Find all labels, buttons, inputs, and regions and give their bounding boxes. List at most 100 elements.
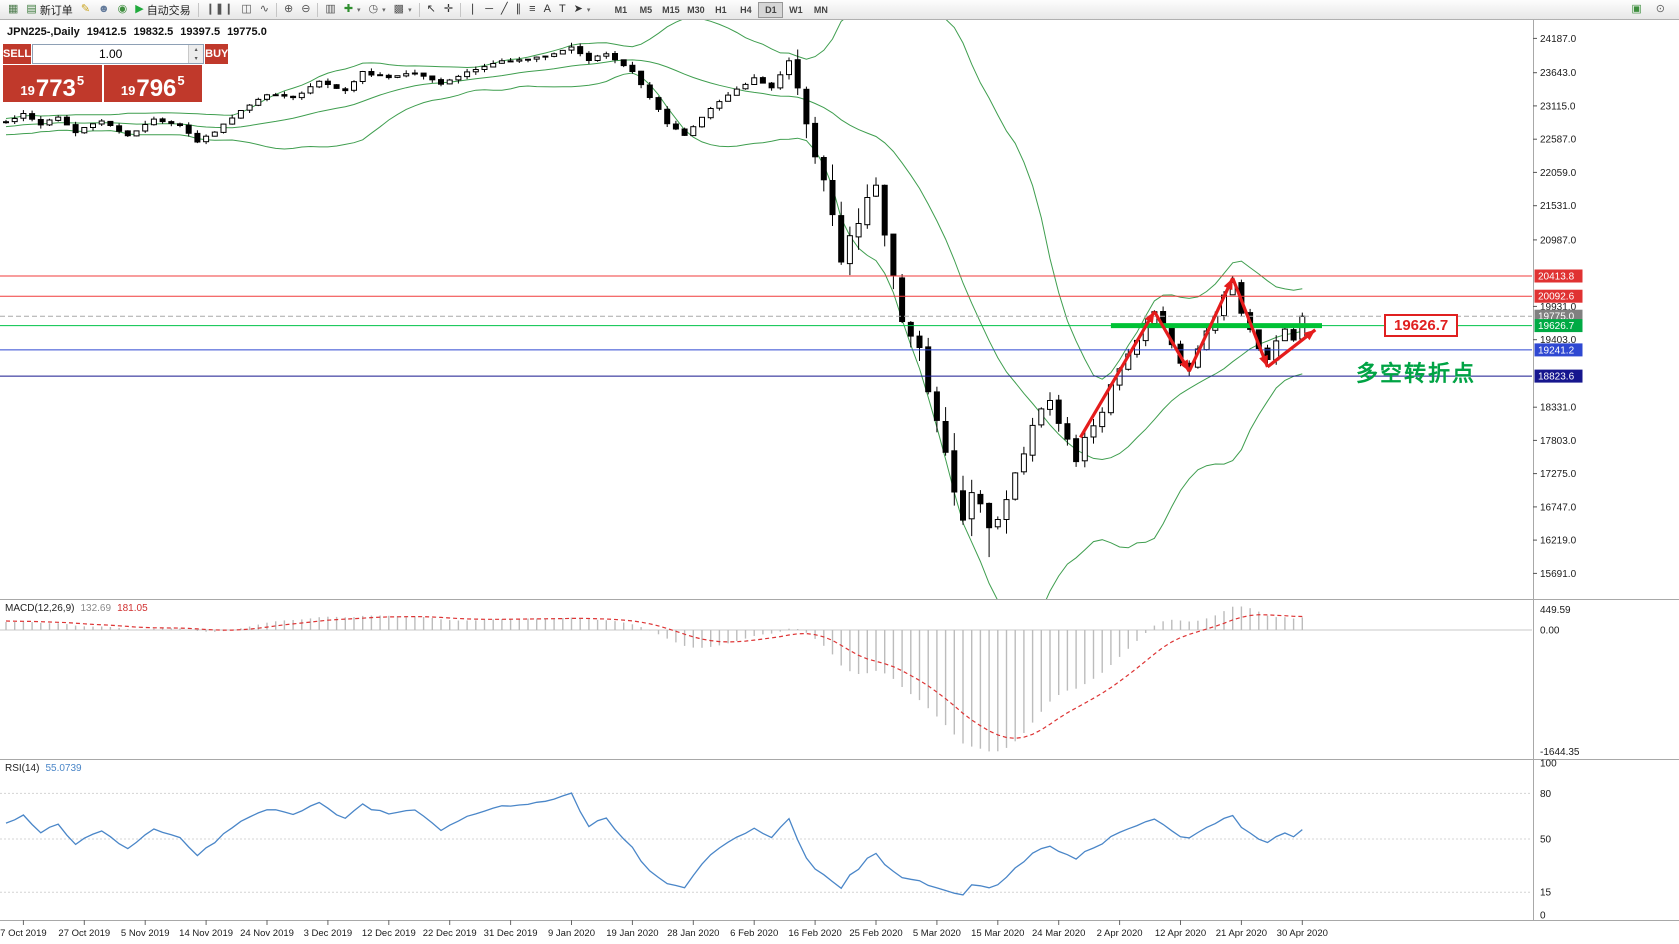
price-axis[interactable]: 24187.0 23643.0 23115.0 22587.0 22059.0 21531… [1533, 34, 1583, 922]
macd-signal-value: 181.05 [117, 603, 148, 614]
community-button[interactable]: ▣ [1627, 1, 1645, 18]
volume-stepper: ▴ ▾ [188, 45, 204, 63]
candlestick-mode-button[interactable]: ◫ [237, 1, 255, 18]
volume-input[interactable] [33, 45, 189, 63]
time-axis[interactable]: 7 Oct 2019 27 Oct 2019 5 Nov 2019 14 Nov 20… [0, 920, 1328, 939]
timeframe-mn-button[interactable]: MN [808, 2, 833, 18]
signals-button[interactable]: ◉ [114, 1, 132, 18]
toolbar-buttons: ▦ ▤ 新订单 ✎ ☻ ◉ ▶ 自动交易 ❙❚❙ ◫ ∿ ⊕ ⊖ ▥ ✚ ▾ ◷ ▾ ▩ ▾ ↖ ✛ ❘ ─ ╱ ∥ ≡ A T ➤ ▾ [4, 1, 594, 18]
cursor-button[interactable]: ↖ [423, 1, 440, 18]
candle-body [551, 53, 558, 57]
equidistant-channel-button[interactable]: ∥ [512, 1, 526, 18]
candle-body [159, 118, 166, 123]
macd-main-value: 132.69 [80, 603, 112, 614]
candle-body [786, 60, 792, 76]
new-chart-button[interactable]: ▦ [4, 1, 22, 18]
timeframe-d1-button[interactable]: D1 [758, 1, 784, 18]
zoom-in-button[interactable]: ⊕ [280, 1, 297, 18]
vertical-line-button[interactable]: ❘ [464, 1, 481, 18]
arrows-button[interactable]: ➤ ▾ [570, 1, 595, 18]
candle-body [1099, 411, 1106, 428]
candle-body [803, 88, 810, 125]
sell-price-main: 773 [35, 75, 76, 102]
sell-button[interactable]: SELL [3, 44, 32, 64]
timeframe-m5-button[interactable]: M5 [633, 2, 658, 18]
auto-trading-button[interactable]: ▶ 自动交易 [131, 1, 194, 18]
candle-body [725, 94, 732, 102]
indicators-button[interactable]: ✚ ▾ [340, 1, 365, 18]
timeframe-m1-button[interactable]: M1 [608, 2, 633, 18]
candle-body [655, 97, 662, 110]
candlestick-series[interactable] [3, 42, 1306, 558]
buy-button[interactable]: BUY [205, 44, 229, 64]
periods-button[interactable]: ◷ ▾ [365, 1, 390, 18]
buy-price-display[interactable]: 19 796 5 [103, 65, 202, 102]
date-label: 12 Apr 2020 [1155, 928, 1206, 939]
candle-body [890, 233, 897, 277]
timeframe-h1-button[interactable]: H1 [708, 2, 733, 18]
candle-body [873, 184, 879, 197]
horizontal-line-button[interactable]: ─ [481, 1, 497, 18]
new-chart-icon: ▦ [8, 3, 19, 15]
candle-body [742, 83, 749, 90]
arrows-caret-icon: ▾ [586, 6, 591, 14]
date-label: 31 Dec 2019 [484, 928, 538, 939]
timeframe-w1-button[interactable]: W1 [783, 2, 808, 18]
timeframe-h4-button[interactable]: H4 [733, 2, 758, 18]
metaeditor-button[interactable]: ✎ [77, 1, 94, 18]
candle-body [664, 108, 671, 125]
candle-body [20, 113, 27, 119]
support-level-callout[interactable]: 19626.7 [1384, 314, 1459, 337]
candle-body [472, 69, 479, 73]
zoom-out-button[interactable]: ⊖ [297, 1, 314, 18]
volume-increase-button[interactable]: ▴ [189, 45, 204, 54]
candle-body [1055, 399, 1062, 424]
toolbar-right-buttons: ▣ ⊙ [1627, 1, 1675, 18]
templates-button[interactable]: ▩ ▾ [390, 1, 416, 18]
trendline-button[interactable]: ╱ [497, 1, 512, 18]
text-label-button[interactable]: T [555, 1, 570, 18]
new-order-button[interactable]: ▤ 新订单 [22, 1, 76, 18]
candle-body [37, 119, 44, 126]
candle-body [751, 77, 758, 86]
text-button[interactable]: A [540, 1, 555, 18]
market-watch-button[interactable]: ☻ [94, 1, 114, 18]
date-label: 24 Mar 2020 [1032, 928, 1085, 939]
candle-body [681, 128, 688, 136]
toolbar-separator [460, 2, 462, 17]
date-label: 3 Dec 2019 [304, 928, 353, 939]
candle-body [951, 450, 958, 493]
rsi-axis-label: 15 [1540, 888, 1552, 899]
main-toolbar: ▦ ▤ 新订单 ✎ ☻ ◉ ▶ 自动交易 ❙❚❙ ◫ ∿ ⊕ ⊖ ▥ ✚ ▾ ◷ ▾ ▩ ▾ ↖ ✛ ❘ ─ ╱ ∥ ≡ A T ➤ ▾ M… [0, 0, 1679, 20]
candle-body [438, 79, 444, 85]
candle-body [690, 126, 697, 137]
price-tick-label: 24187.0 [1540, 34, 1577, 45]
tile-windows-button[interactable]: ▥ [321, 1, 339, 18]
sell-price-display[interactable]: 19 773 5 [3, 65, 102, 102]
candle-body [542, 55, 549, 58]
trend-zigzag-annotation[interactable] [1079, 277, 1317, 439]
level-price-tag-value: 20092.6 [1538, 292, 1575, 303]
timeframe-m15-button[interactable]: M15 [658, 2, 683, 18]
candle-body [794, 59, 801, 89]
cursor-icon: ↖ [426, 3, 436, 15]
date-label: 14 Nov 2019 [179, 928, 233, 939]
candle-body [812, 122, 819, 158]
rsi-axis-label: 80 [1540, 789, 1552, 800]
bar-chart-mode-button[interactable]: ❙❚❙ [202, 1, 238, 18]
candle-body [211, 131, 218, 137]
bollinger-upper-band [5, 20, 1303, 380]
date-label: 2 Apr 2020 [1097, 928, 1143, 939]
crosshair-button[interactable]: ✛ [440, 1, 457, 18]
rsi-axis-label: 50 [1540, 835, 1552, 846]
date-label: 12 Dec 2019 [362, 928, 416, 939]
timeframe-m30-button[interactable]: M30 [683, 2, 708, 18]
volume-decrease-button[interactable]: ▾ [189, 54, 204, 63]
date-label: 16 Feb 2020 [788, 928, 841, 939]
fibonacci-button[interactable]: ≡ [525, 1, 539, 18]
bull-bear-turning-point-note: 多空转折点 [1356, 361, 1477, 386]
macd-signal-line [5, 614, 1303, 739]
line-chart-mode-button[interactable]: ∿ [256, 1, 273, 18]
search-button[interactable]: ⊙ [1652, 1, 1669, 18]
